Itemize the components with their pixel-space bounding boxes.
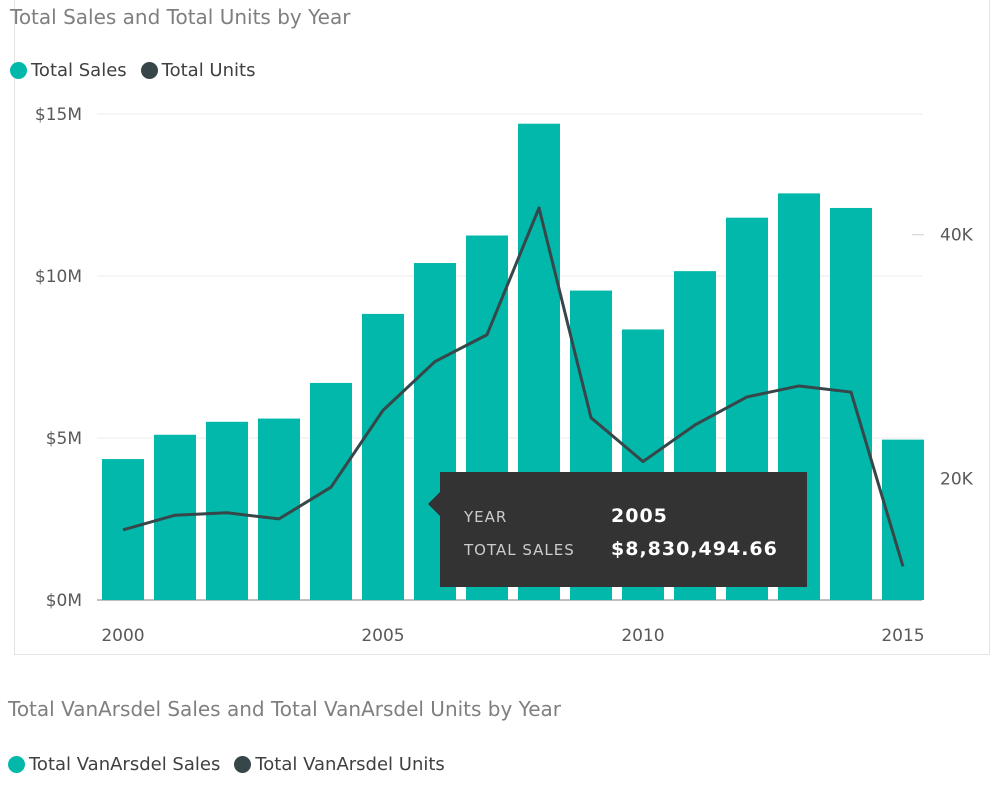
tooltip-year-value: 2005: [611, 505, 668, 527]
legend-label: Total Units: [161, 60, 256, 81]
bar-total-sales: [362, 313, 404, 600]
chart-legend: Total Sales Total Units: [10, 60, 269, 81]
bar-total-sales: [154, 434, 196, 600]
y-left-tick-label: $10M: [35, 267, 82, 287]
bar-total-sales: [830, 207, 872, 600]
tooltip-year-label: YEAR: [464, 508, 508, 526]
legend-item-total-units[interactable]: Total Units: [140, 60, 256, 81]
tooltip-sales-label: TOTAL SALES: [464, 541, 575, 559]
y-left-tick-label: $0M: [46, 591, 82, 611]
chart-tooltip: YEAR 2005 TOTAL SALES $8,830,494.66: [428, 472, 807, 587]
x-tick-label: 2015: [881, 626, 924, 646]
y-left-tick-label: $15M: [35, 105, 82, 125]
legend-item-vanarsdel-units[interactable]: Total VanArsdel Units: [234, 754, 445, 775]
chart-panel: [14, 0, 990, 655]
chart2-legend: Total VanArsdel Sales Total VanArsdel Un…: [8, 754, 459, 775]
line-total-units: [122, 206, 905, 567]
x-tick-label: 2005: [361, 626, 404, 646]
legend-label: Total VanArsdel Units: [255, 754, 445, 775]
legend-item-total-sales[interactable]: Total Sales: [10, 60, 127, 81]
chart-title: Total Sales and Total Units by Year: [10, 5, 351, 29]
chart2-title: Total VanArsdel Sales and Total VanArsde…: [8, 697, 562, 721]
tooltip-row-year: YEAR 2005: [464, 505, 668, 527]
tooltip-pointer: [428, 492, 440, 516]
legend-dot-teal-icon: [8, 756, 25, 773]
tooltip-sales-value: $8,830,494.66: [611, 538, 778, 560]
legend-dot-teal-icon: [10, 62, 27, 79]
legend-item-vanarsdel-sales[interactable]: Total VanArsdel Sales: [8, 754, 220, 775]
x-tick-label: 2010: [621, 626, 664, 646]
tooltip-row-sales: TOTAL SALES $8,830,494.66: [464, 538, 778, 560]
bar-total-sales: [206, 421, 248, 600]
y-right-tick-label: 40K: [940, 226, 974, 246]
legend-label: Total VanArsdel Sales: [29, 754, 221, 775]
bar-total-sales: [310, 382, 352, 600]
legend-dot-dark-icon: [140, 62, 158, 79]
y-right-tick-label: 20K: [940, 470, 974, 490]
x-tick-label: 2000: [101, 626, 144, 646]
legend-label: Total Sales: [31, 60, 127, 81]
y-left-tick-label: $5M: [46, 429, 82, 449]
legend-dot-dark-icon: [234, 756, 252, 773]
